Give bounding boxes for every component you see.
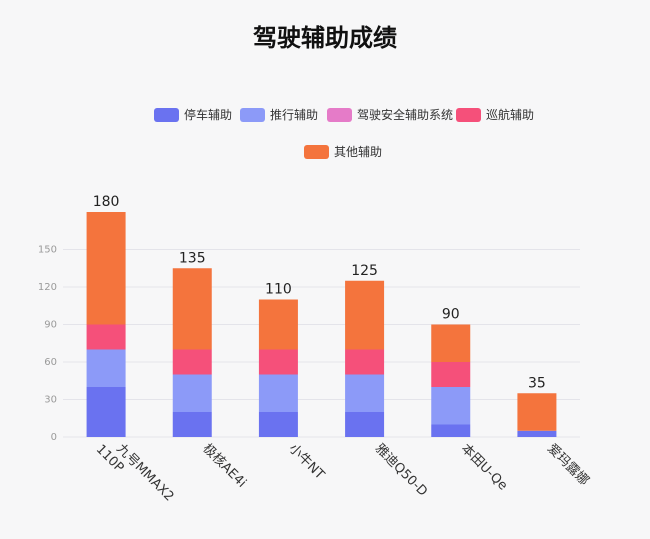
bar-其他辅助[interactable] [258,299,298,350]
grid [63,249,580,438]
legend-label: 其他辅助 [334,145,382,159]
bar-停车辅助[interactable] [172,412,212,437]
bar-其他辅助[interactable] [431,324,471,363]
legend-swatch [240,108,265,122]
bar-其他辅助[interactable] [517,393,557,431]
y-axis: 0 30 60 90 120 150 [38,245,57,444]
y-tick-label: 30 [44,395,57,406]
x-tick-label: 九号MMAX2110P [93,431,177,515]
bar-total-label: 135 [179,250,206,266]
bar-其他辅助[interactable] [345,280,385,350]
bar-group-6 [517,393,557,437]
bar-推行辅助[interactable] [345,374,385,413]
legend-label: 巡航辅助 [486,107,534,122]
legend-swatch [154,108,179,122]
legend-item-停车辅助[interactable]: 停车辅助 [154,107,232,122]
bar-group-4 [345,280,385,437]
y-tick-label: 90 [44,320,57,331]
bar-巡航辅助[interactable] [86,324,126,350]
x-tick-label: 小牛NT [286,441,328,483]
bar-group-5 [431,324,471,438]
bar-巡航辅助[interactable] [258,349,298,375]
bar-其他辅助[interactable] [172,268,212,350]
bar-group-1 [86,212,126,437]
legend-label: 停车辅助 [184,107,232,122]
bar-停车辅助[interactable] [431,424,471,438]
y-tick-label: 0 [51,432,57,443]
bar-total-label: 35 [528,375,546,391]
bar-停车辅助[interactable] [258,412,298,437]
bar-total-label: 180 [93,194,120,210]
y-tick-label: 120 [38,282,57,293]
x-tick-label: 雅迪Q50-D [372,441,430,499]
x-tick-label: 爱玛露娜 [544,441,591,488]
bar-巡航辅助[interactable] [345,349,385,375]
legend-item-其他辅助[interactable]: 其他辅助 [304,145,382,159]
legend-swatch [304,145,329,159]
bar-停车辅助[interactable] [86,387,126,437]
bar-停车辅助[interactable] [345,412,385,437]
bar-total-label: 125 [351,263,378,279]
bar-group-2 [172,268,212,437]
bar-推行辅助[interactable] [172,374,212,413]
chart-title: 驾驶辅助成绩 [253,24,397,52]
y-tick-label: 150 [38,245,57,256]
legend-label: 推行辅助 [270,108,318,122]
y-tick-label: 60 [44,357,57,368]
x-tick-label: 本田U-Qe [458,441,510,493]
bar-推行辅助[interactable] [431,387,471,425]
bar-巡航辅助[interactable] [172,349,212,375]
legend-swatch [327,108,352,122]
legend-item-驾驶安全辅助系统[interactable]: 驾驶安全辅助系统 [327,107,453,122]
legend-item-巡航辅助[interactable]: 巡航辅助 [456,107,534,122]
x-tick-label: 极核AE4i [199,441,248,490]
bar-推行辅助[interactable] [258,374,298,413]
legend-item-推行辅助[interactable]: 推行辅助 [240,108,318,122]
bar-其他辅助[interactable] [86,212,126,325]
legend-label: 驾驶安全辅助系统 [357,107,453,122]
legend-swatch [456,108,481,122]
bar-停车辅助[interactable] [517,430,557,437]
bar-group-3 [258,299,298,437]
x-axis: 九号MMAX2110P 极核AE4i 小牛NT 雅迪Q50-D 本田U-Qe 爱玛露娜 [93,431,592,515]
bars [86,212,557,438]
bar-推行辅助[interactable] [86,349,126,388]
bar-total-label: 110 [265,282,292,298]
bar-巡航辅助[interactable] [431,362,471,387]
totals: 180 135 110 125 90 35 [93,194,546,391]
bar-total-label: 90 [442,307,460,323]
